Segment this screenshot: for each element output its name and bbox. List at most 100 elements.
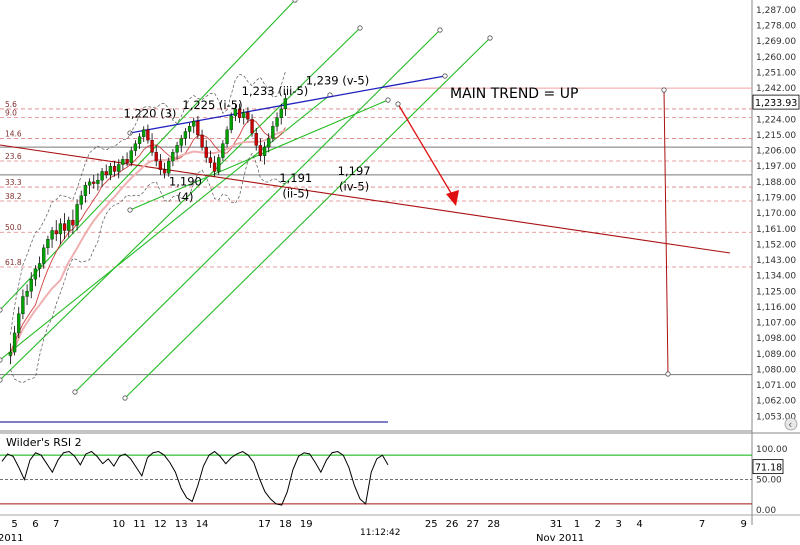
wave-label: 1,220 (3) <box>124 107 177 121</box>
scroll-left-icon[interactable]: ‹ <box>788 418 792 431</box>
forecast-arrowhead <box>446 190 459 206</box>
main-price-panel <box>0 0 800 525</box>
candle-body <box>271 126 275 139</box>
date-tick-label: 5 <box>11 519 17 530</box>
fib-level-label: 14.6 <box>5 129 22 138</box>
date-tick-label: 1 <box>574 519 580 530</box>
date-tick-label: 7 <box>699 519 705 530</box>
date-tick-label: 7 <box>53 519 59 530</box>
candle-body <box>187 126 192 132</box>
channel-line <box>0 94 331 361</box>
candle-body <box>154 152 158 162</box>
fib-level-label: 5.6 <box>5 100 17 109</box>
channel-line <box>0 0 296 311</box>
projection-anchor <box>661 87 667 93</box>
candle-body <box>229 115 233 130</box>
candle-body <box>46 239 50 249</box>
wave-label: 1,239 (v-5) <box>306 74 370 88</box>
candle-body <box>100 171 104 181</box>
candle-body <box>183 131 188 139</box>
wave-label: (iv-5) <box>339 180 369 194</box>
price-tick-label: 1,206.00 <box>756 147 796 157</box>
candle-body <box>125 159 129 163</box>
projection-anchor <box>665 371 671 377</box>
candle-body <box>25 291 29 297</box>
candle-body <box>83 185 88 196</box>
candle-body <box>262 146 267 156</box>
price-tick-label: 1,062.00 <box>756 397 796 407</box>
wave-label: (4) <box>177 190 193 204</box>
channel-line <box>0 27 361 381</box>
fib-level-label: 9.0 <box>5 109 17 118</box>
channel-anchor <box>0 307 3 313</box>
candle-body <box>33 268 38 280</box>
candle-body <box>117 164 121 172</box>
current-price-label: 1,233.93 <box>755 98 797 109</box>
fib-level-label: 61.8 <box>5 258 22 267</box>
scroll-button[interactable] <box>784 417 798 431</box>
candle-body <box>112 166 117 172</box>
date-tick-label: 9 <box>740 519 746 530</box>
price-tick-label: 1,269.00 <box>756 37 796 47</box>
channel-anchor <box>0 357 3 363</box>
price-candles <box>8 93 288 365</box>
date-tick-label: 10 <box>112 519 125 530</box>
candle-body <box>204 146 208 158</box>
price-tick-label: 1,152.00 <box>756 240 796 250</box>
candle-body <box>121 159 125 165</box>
price-axis[interactable]: 1,287.00 1,278.00 1,269.00 1,260.00 1,251.00… <box>752 6 800 431</box>
date-tick-label: 28 <box>487 519 500 530</box>
candle-body <box>237 108 242 118</box>
candle-body <box>87 181 92 186</box>
date-tick-label: 2 <box>595 519 601 530</box>
date-tick-label: 3 <box>615 519 621 530</box>
rsi-tick-label: 100.00 <box>756 445 788 455</box>
resistance-anchor <box>127 130 133 136</box>
price-tick-label: 1,125.00 <box>756 287 796 297</box>
candle-body <box>92 181 96 184</box>
candle-body <box>8 351 13 356</box>
candle-body <box>250 119 254 134</box>
price-tick-label: 1,170.00 <box>756 209 796 219</box>
price-tick-label: 1,224.00 <box>756 115 796 125</box>
moving-average-slow <box>9 129 286 358</box>
rsi-tick-label: 0.00 <box>756 506 776 516</box>
price-tick-label: 1,134.00 <box>756 272 796 282</box>
price-tick-label: 1,188.00 <box>756 178 796 188</box>
candle-body <box>217 157 221 172</box>
candle-body <box>62 223 67 231</box>
resistance-anchor <box>442 73 448 79</box>
price-tick-label: 1,098.00 <box>756 334 796 344</box>
candle-body <box>67 219 71 231</box>
bollinger-lower <box>10 152 286 384</box>
price-tick-label: 1,179.00 <box>756 194 796 204</box>
candle-body <box>279 108 283 118</box>
date-tick-label: 6 <box>32 519 38 530</box>
candle-body <box>133 143 138 151</box>
candle-body <box>37 263 42 269</box>
fib-level-label: 50.0 <box>5 223 22 232</box>
channel-line <box>124 37 491 399</box>
candle-body <box>167 160 171 174</box>
date-tick-label: 27 <box>466 519 479 530</box>
price-tick-label: 1,116.00 <box>756 303 796 313</box>
candle-body <box>212 162 217 172</box>
month-label: Nov 2011 <box>536 533 584 544</box>
time-label: 11:12:42 <box>360 528 400 538</box>
price-tick-label: 1,242.00 <box>756 84 796 94</box>
candle-body <box>58 223 63 235</box>
price-tick-label: 1,143.00 <box>756 256 796 266</box>
rsi-title: Wilder's RSI 2 <box>6 436 82 449</box>
fib-level-label: 38.2 <box>5 192 22 201</box>
forecast-arrow-line <box>397 103 455 199</box>
candle-body <box>200 134 204 148</box>
channel-anchor <box>385 97 391 103</box>
channel-anchor <box>357 25 363 31</box>
candle-body <box>150 140 154 153</box>
price-tick-label: 1,215.00 <box>756 131 796 141</box>
candle-body <box>146 129 150 141</box>
price-tick-label: 1,089.00 <box>756 350 796 360</box>
candle-body <box>267 138 271 148</box>
